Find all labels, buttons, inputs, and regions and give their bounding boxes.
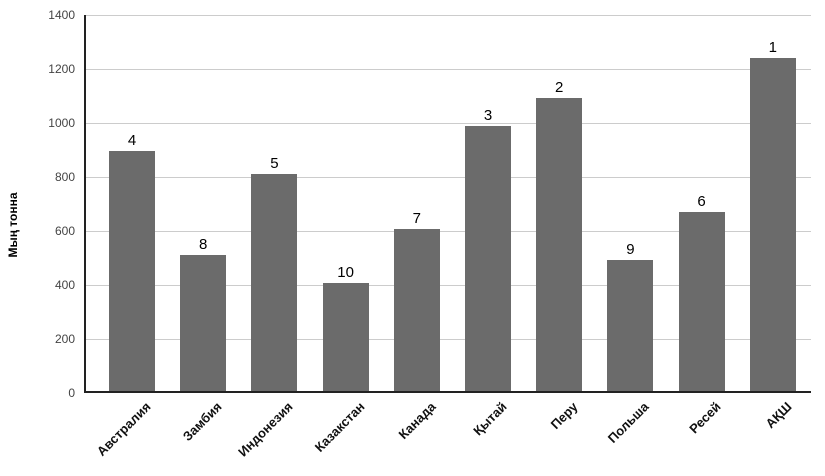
- gridline-1000: [86, 123, 811, 124]
- x-axis-label: Индонезия: [235, 399, 296, 460]
- bar: [465, 126, 511, 391]
- gridline-1200: [86, 69, 811, 70]
- bar: [180, 254, 227, 391]
- bar: [536, 98, 583, 391]
- x-axis-label: Австралия: [93, 399, 154, 459]
- bar: [322, 283, 369, 391]
- bar: [109, 150, 155, 391]
- y-axis-tick: 800: [54, 170, 75, 184]
- bar-value-label: 1: [768, 38, 777, 56]
- bar-value-label: 6: [697, 192, 706, 210]
- bar: [678, 211, 725, 391]
- bar-value-label: 7: [412, 210, 421, 227]
- bar-value-label: 2: [555, 79, 564, 97]
- bar: [607, 260, 654, 391]
- bar-value-label: 9: [626, 241, 635, 259]
- bar: [749, 57, 796, 391]
- gridline-600: [86, 231, 811, 232]
- y-axis-tick: 600: [54, 224, 75, 238]
- plot-area: 4 8 5 10 7 3 2 9 6 1: [84, 15, 811, 393]
- y-axis-tick: 400: [54, 278, 75, 292]
- x-axis-label: Польша: [605, 399, 652, 446]
- y-axis-tick: 1000: [48, 116, 75, 130]
- x-axis-label: Қытай: [470, 399, 510, 439]
- bar: [251, 173, 298, 391]
- bar-value-label: 3: [483, 107, 493, 125]
- bar-value-label: 5: [270, 154, 279, 172]
- x-axis-label: Канада: [395, 399, 439, 443]
- x-axis-label: Перу: [547, 399, 581, 432]
- x-axis-label: Казакстан: [311, 399, 368, 455]
- gridline-800: [86, 177, 811, 178]
- bar: [393, 229, 440, 391]
- y-axis-tick: 1200: [48, 62, 75, 76]
- gridline-200: [86, 339, 811, 340]
- bar-value-label: 8: [199, 235, 208, 253]
- gridline-1400: [86, 15, 811, 16]
- y-axis-tick: 1400: [48, 8, 75, 22]
- x-axis-label: АҚШ: [762, 399, 795, 432]
- x-axis-label: Ресей: [685, 399, 724, 437]
- bar-value-label: 4: [127, 131, 137, 149]
- y-axis-tick: 200: [54, 332, 75, 346]
- gridline-400: [86, 285, 811, 286]
- y-axis-tick: 0: [68, 386, 75, 400]
- x-axis-label: Замбия: [179, 399, 225, 444]
- bar-value-label: 10: [337, 264, 354, 281]
